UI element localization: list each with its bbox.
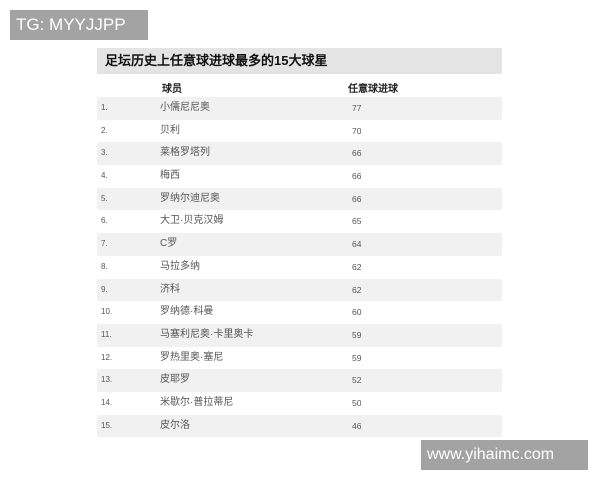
header-goals: 任意球进球 [348, 84, 398, 95]
table-row: 8. 马拉多纳 62 [97, 256, 502, 279]
cell-name: 米歇尔·普拉蒂尼 [160, 396, 234, 408]
cell-goals: 77 [352, 103, 362, 113]
cell-name: 罗纳德·科曼 [160, 306, 214, 318]
table-row: 1. 小儒尼尼奥 77 [97, 97, 502, 120]
cell-name: 马塞利尼奥·卡里奥卡 [160, 328, 254, 340]
cell-rank: 3. [101, 148, 108, 158]
cell-rank: 9. [101, 284, 108, 294]
cell-goals: 62 [352, 261, 362, 272]
cell-goals: 66 [352, 193, 362, 204]
watermark-top: TG: MYYJJPP [10, 10, 148, 40]
table-row: 11. 马塞利尼奥·卡里奥卡 59 [97, 323, 502, 347]
table-row: 15. 皮尔洛 46 [97, 414, 502, 438]
cell-name: 莱格罗塔列 [160, 147, 210, 159]
table-row: 13. 皮耶罗 52 [97, 369, 502, 392]
cell-rank: 4. [101, 171, 108, 181]
table-row: 3. 莱格罗塔列 66 [97, 142, 502, 166]
table-row: 9. 济科 62 [97, 278, 502, 302]
cell-rank: 10. [101, 307, 113, 317]
table-row: 6. 大卫·贝克汉姆 65 [97, 210, 502, 233]
table-title: 足坛历史上任意球进球最多的15大球星 [97, 48, 502, 74]
header-player: 球员 [162, 84, 182, 95]
table-row: 7. C罗 64 [97, 233, 502, 256]
cell-rank: 12. [101, 352, 113, 362]
cell-name: 罗纳尔迪尼奥 [160, 192, 220, 204]
cell-rank: 6. [101, 216, 108, 226]
cell-goals: 65 [352, 216, 362, 227]
cell-goals: 66 [352, 171, 362, 182]
cell-name: 济科 [160, 283, 180, 295]
cell-name: 贝利 [160, 124, 180, 136]
cell-rank: 13. [101, 375, 113, 385]
cell-goals: 52 [352, 375, 362, 386]
table-row: 2. 贝利 70 [97, 120, 502, 143]
cell-name: 皮尔洛 [160, 419, 190, 431]
cell-goals: 59 [352, 352, 362, 363]
cell-goals: 62 [352, 284, 362, 295]
cell-rank: 14. [101, 397, 113, 407]
cell-name: 梅西 [160, 170, 180, 182]
cell-rank: 5. [101, 193, 108, 203]
ranking-table: 1. 小儒尼尼奥 77 2. 贝利 70 3. 莱格罗塔列 66 4. 梅西 66 5. 罗纳尔迪尼奥 66… [97, 97, 502, 438]
cell-goals: 50 [352, 397, 362, 408]
cell-rank: 1. [101, 103, 108, 112]
cell-rank: 7. [101, 239, 108, 249]
cell-name: 大卫·贝克汉姆 [160, 215, 224, 227]
table-row: 10. 罗纳德·科曼 60 [97, 301, 502, 324]
cell-goals: 59 [352, 329, 362, 340]
cell-name: 马拉多纳 [160, 260, 200, 272]
cell-name: 罗热里奥·塞尼 [160, 351, 224, 363]
cell-goals: 64 [352, 239, 362, 250]
table-row: 12. 罗热里奥·塞尼 59 [97, 347, 502, 370]
table-row: 4. 梅西 66 [97, 165, 502, 188]
watermark-bottom: www.yihaimc.com [421, 440, 588, 470]
cell-rank: 15. [101, 420, 113, 430]
cell-goals: 46 [352, 420, 362, 431]
cell-goals: 66 [352, 148, 362, 159]
cell-rank: 8. [101, 261, 108, 271]
cell-name: C罗 [160, 238, 178, 250]
cell-goals: 70 [352, 125, 362, 136]
cell-rank: 2. [101, 125, 108, 135]
table-row: 5. 罗纳尔迪尼奥 66 [97, 187, 502, 211]
cell-goals: 60 [352, 307, 362, 318]
cell-name: 皮耶罗 [160, 374, 190, 386]
table-row: 14. 米歇尔·普拉蒂尼 50 [97, 392, 502, 415]
cell-rank: 11. [101, 329, 112, 339]
cell-name: 小儒尼尼奥 [160, 102, 210, 113]
